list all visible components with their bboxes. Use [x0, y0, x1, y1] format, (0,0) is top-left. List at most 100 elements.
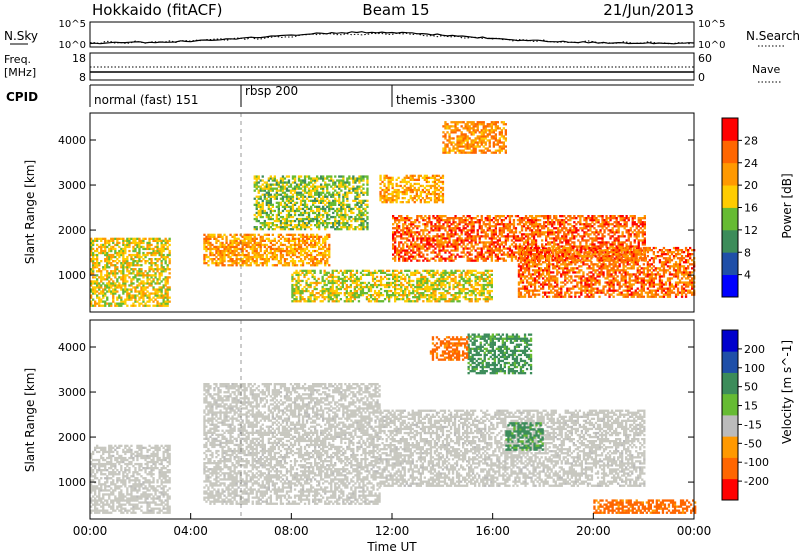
power-cell [428, 259, 431, 262]
power-cell [291, 197, 295, 200]
power-cell [104, 237, 107, 240]
power-cell [318, 228, 321, 231]
power-cell [585, 233, 588, 236]
power-cell [409, 194, 412, 198]
power-cell [110, 262, 113, 265]
power-cell [318, 245, 321, 249]
power-cell [92, 266, 95, 269]
power-cell [98, 264, 101, 267]
power-cell [281, 222, 285, 225]
power-cell [247, 241, 250, 245]
power-cell [269, 215, 272, 219]
power-cell [484, 245, 487, 248]
power-cell [494, 253, 497, 256]
power-cell [237, 251, 240, 255]
power-cell [464, 139, 467, 142]
power-cell [223, 249, 226, 253]
power-cell [406, 259, 409, 262]
power-cell [96, 290, 99, 293]
power-cell [391, 199, 394, 202]
power-cell [231, 258, 234, 261]
power-cell [215, 239, 218, 242]
power-cell [444, 127, 447, 130]
power-cell [247, 243, 250, 247]
power-cell [90, 300, 93, 303]
power-cell [545, 235, 548, 238]
power-cell [482, 243, 485, 246]
power-cell [116, 272, 119, 275]
power-cell [438, 235, 441, 238]
power-cell [358, 209, 361, 213]
power-cell [310, 177, 313, 180]
power-cell [158, 278, 161, 281]
power-cell [502, 223, 505, 226]
power-cell [342, 183, 345, 186]
power-cell [293, 264, 297, 267]
power-cell [322, 179, 325, 182]
power-cell [450, 149, 453, 152]
power-cell [162, 296, 165, 299]
power-cell [508, 215, 512, 218]
power-cell [490, 121, 493, 124]
power-cell [166, 302, 169, 305]
power-cell [414, 241, 417, 244]
power-cell [301, 195, 305, 198]
power-cell [393, 188, 396, 192]
power-cell [452, 149, 455, 152]
power-cell [310, 207, 313, 211]
power-cell [433, 192, 437, 196]
power-cell [611, 245, 614, 248]
power-cell [96, 280, 99, 283]
power-cell [305, 251, 309, 255]
power-cell [526, 227, 530, 230]
power-cell [392, 245, 395, 248]
power-cell [533, 289, 537, 292]
power-cell [138, 241, 141, 245]
power-cell [307, 177, 311, 180]
power-cell [599, 215, 602, 218]
power-cell [637, 221, 640, 224]
power-cell [213, 253, 216, 257]
power-cell [517, 283, 521, 286]
power-cell [417, 188, 420, 192]
power-cell [529, 295, 533, 298]
power-cell [446, 131, 449, 134]
power-cell [283, 228, 287, 231]
power-cell [460, 141, 463, 144]
power-cell [422, 231, 425, 234]
power-cell [383, 194, 386, 198]
power-cell [488, 143, 491, 146]
power-cell [283, 239, 287, 242]
power-cell [314, 255, 317, 259]
power-cell [138, 237, 141, 240]
power-cell [217, 258, 220, 261]
power-cell [452, 131, 455, 134]
power-cell [291, 243, 295, 247]
power-cell [450, 143, 453, 146]
power-cell [150, 292, 153, 295]
power-cell [448, 133, 451, 136]
power-cell [569, 239, 572, 242]
power-cell [484, 137, 487, 140]
power-cell [217, 262, 220, 265]
power-cell [96, 237, 99, 240]
power-cell [299, 199, 303, 202]
power-cell [439, 199, 443, 202]
power-cell [412, 247, 415, 250]
power-cell [148, 296, 151, 299]
power-cell [253, 228, 256, 231]
power-cell [245, 258, 248, 261]
power-cell [530, 259, 534, 262]
power-cell [537, 227, 540, 230]
station-title: Hokkaido (fitACF) [92, 1, 223, 19]
power-cell [293, 177, 297, 180]
power-cell [326, 211, 329, 215]
power-cell [277, 235, 280, 238]
power-cell [514, 237, 518, 240]
power-cell [307, 207, 311, 211]
power-cell [403, 188, 406, 192]
power-cell [438, 257, 441, 260]
power-cell [512, 255, 516, 258]
power-cell [241, 253, 244, 257]
power-cell [283, 187, 287, 190]
